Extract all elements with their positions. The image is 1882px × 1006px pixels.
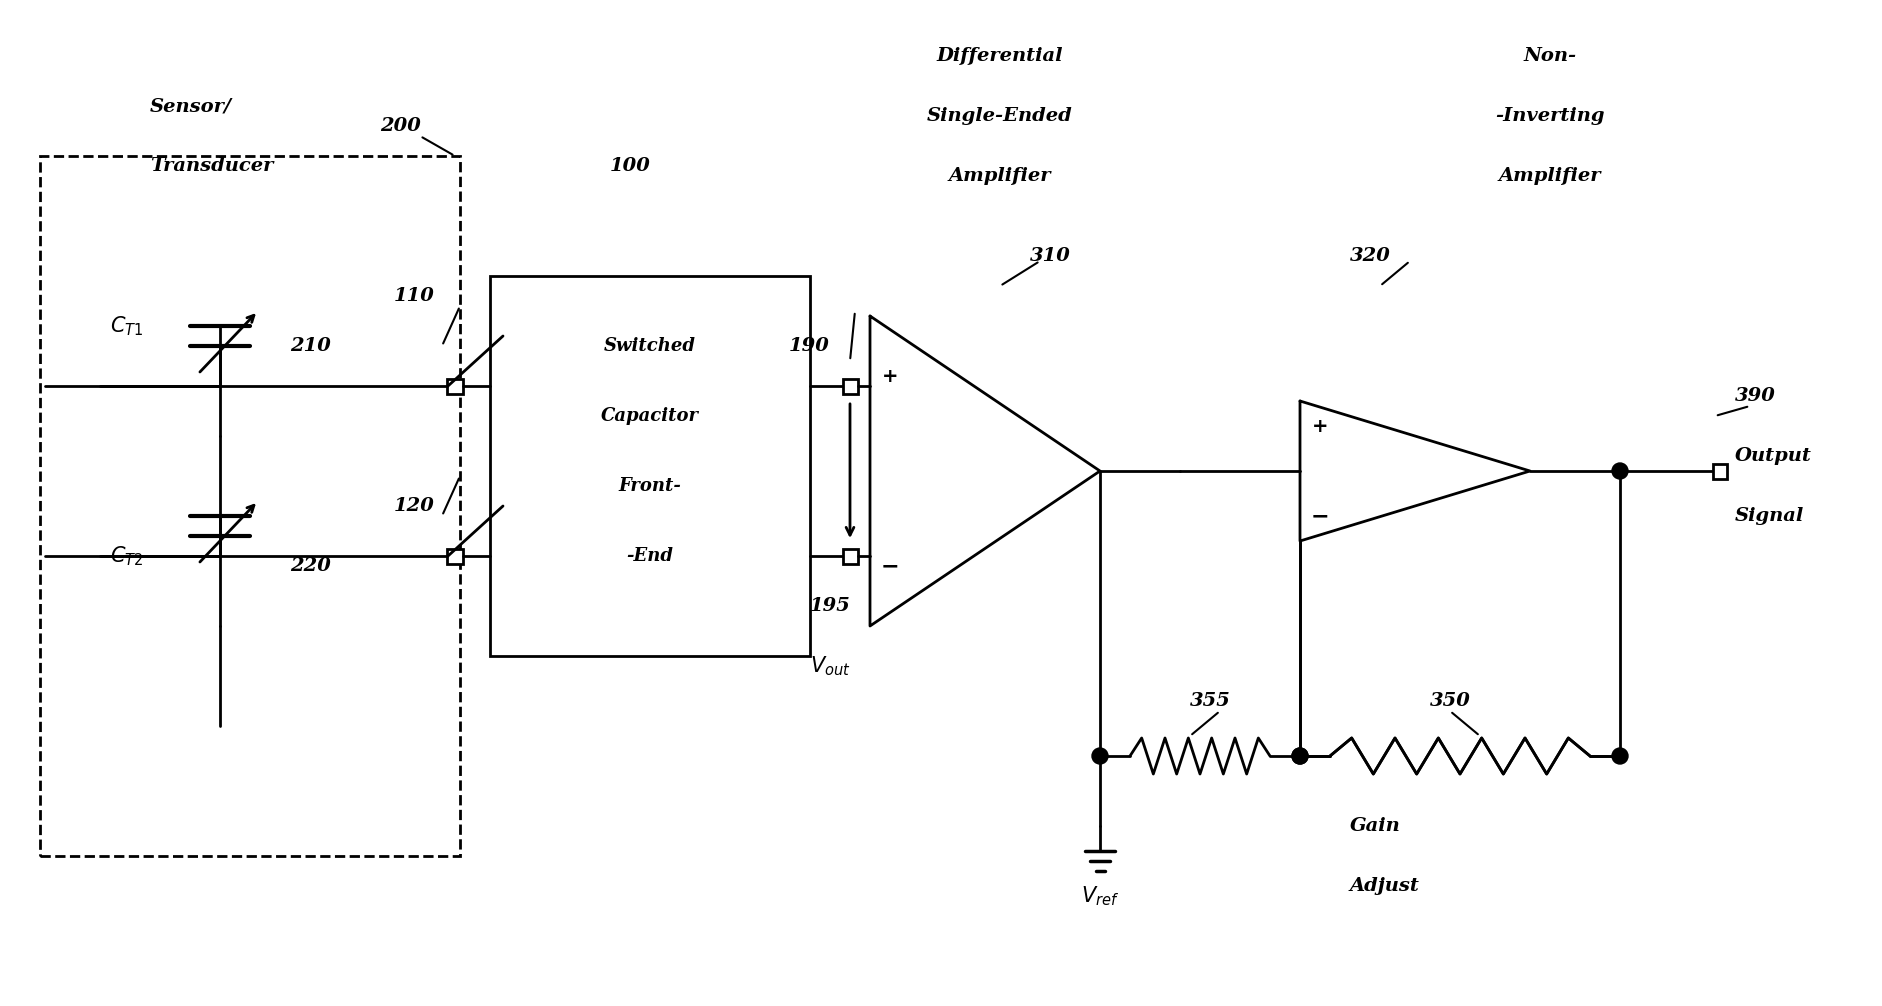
Text: Amplifier: Amplifier bbox=[1498, 167, 1602, 185]
Text: −: − bbox=[881, 556, 900, 576]
Text: $V_{out}$: $V_{out}$ bbox=[809, 654, 851, 678]
Text: 310: 310 bbox=[1029, 247, 1071, 265]
Text: 220: 220 bbox=[290, 557, 331, 575]
Bar bbox=[1713, 464, 1728, 479]
Bar bbox=[489, 276, 809, 656]
Bar bbox=[40, 156, 459, 856]
Text: +: + bbox=[1312, 416, 1329, 436]
Text: Capacitor: Capacitor bbox=[600, 407, 698, 425]
Text: Amplifier: Amplifier bbox=[949, 167, 1052, 185]
Text: Single-Ended: Single-Ended bbox=[928, 107, 1073, 125]
Circle shape bbox=[1613, 748, 1628, 764]
Text: Differential: Differential bbox=[937, 47, 1063, 65]
Text: $C_{T1}$: $C_{T1}$ bbox=[109, 314, 143, 338]
Text: -Inverting: -Inverting bbox=[1496, 107, 1605, 125]
Text: 390: 390 bbox=[1735, 387, 1777, 405]
Text: 110: 110 bbox=[393, 287, 435, 305]
Text: 100: 100 bbox=[610, 157, 651, 175]
Text: Front-: Front- bbox=[619, 477, 681, 495]
Circle shape bbox=[1613, 463, 1628, 479]
Circle shape bbox=[1293, 748, 1308, 764]
Text: 320: 320 bbox=[1349, 247, 1391, 265]
Text: Output: Output bbox=[1735, 447, 1812, 465]
Text: Signal: Signal bbox=[1735, 507, 1805, 525]
Text: +: + bbox=[883, 366, 898, 385]
Bar bbox=[843, 548, 858, 563]
Text: 200: 200 bbox=[380, 117, 422, 135]
Text: 350: 350 bbox=[1430, 692, 1472, 710]
Text: 355: 355 bbox=[1189, 692, 1231, 710]
Text: Sensor/: Sensor/ bbox=[151, 97, 231, 115]
Text: Transducer: Transducer bbox=[151, 157, 273, 175]
Text: Adjust: Adjust bbox=[1349, 877, 1419, 895]
Circle shape bbox=[1092, 748, 1108, 764]
Text: Non-: Non- bbox=[1523, 47, 1577, 65]
Bar bbox=[448, 378, 463, 393]
Text: $V_{ref}$: $V_{ref}$ bbox=[1080, 884, 1120, 907]
Text: 190: 190 bbox=[789, 337, 830, 355]
Text: $C_{T2}$: $C_{T2}$ bbox=[109, 544, 143, 567]
Text: -End: -End bbox=[627, 547, 674, 565]
Bar bbox=[448, 548, 463, 563]
Text: 210: 210 bbox=[290, 337, 331, 355]
Text: 120: 120 bbox=[393, 497, 435, 515]
Text: Switched: Switched bbox=[604, 337, 696, 355]
Text: Gain: Gain bbox=[1349, 817, 1400, 835]
Text: −: − bbox=[1310, 506, 1329, 526]
Text: 195: 195 bbox=[809, 597, 851, 615]
Circle shape bbox=[1293, 748, 1308, 764]
Bar bbox=[843, 378, 858, 393]
